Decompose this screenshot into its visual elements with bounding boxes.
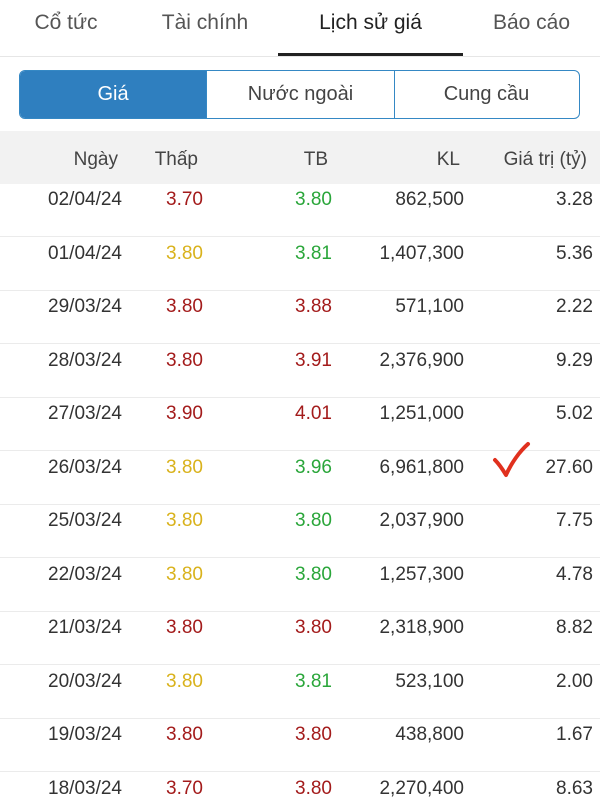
cell-low: 3.80 — [166, 456, 203, 478]
cell-date: 27/03/24 — [48, 403, 122, 424]
table-row[interactable]: 02/04/24 3.70 3.80 862,500 3.28 — [0, 184, 600, 237]
header-avg: TB — [303, 149, 328, 170]
cell-low: 3.80 — [166, 617, 203, 638]
header-value: Giá trị (tỷ) — [503, 149, 587, 170]
cell-avg: 3.81 — [295, 242, 332, 264]
cell-low: 3.90 — [166, 403, 203, 424]
segment-nuoc-ngoai[interactable]: Nước ngoài — [206, 71, 394, 118]
table-row[interactable]: 27/03/24 3.90 4.01 1,251,000 5.02 — [0, 398, 600, 451]
cell-volume: 2,270,400 — [379, 777, 464, 799]
table-row[interactable]: 01/04/24 3.80 3.81 1,407,300 5.36 — [0, 237, 600, 291]
table-row[interactable]: 21/03/24 3.80 3.80 2,318,900 8.82 — [0, 612, 600, 665]
tab-bao-cao[interactable]: Báo cáo — [492, 11, 571, 34]
cell-avg: 3.96 — [295, 456, 332, 478]
table-row[interactable]: 20/03/24 3.80 3.81 523,100 2.00 — [0, 665, 600, 719]
cell-value: 2.22 — [556, 296, 593, 317]
cell-date: 02/04/24 — [48, 189, 122, 210]
cell-volume: 438,800 — [395, 724, 464, 745]
cell-value: 5.02 — [556, 403, 593, 424]
header-volume: KL — [436, 149, 460, 170]
cell-date: 22/03/24 — [48, 563, 122, 585]
table-row[interactable]: 25/03/24 3.80 3.80 2,037,900 7.75 — [0, 505, 600, 558]
cell-volume: 2,318,900 — [379, 617, 464, 638]
cell-value: 5.36 — [556, 242, 593, 264]
segment-gia[interactable]: Giá — [20, 71, 206, 118]
cell-low: 3.70 — [166, 189, 203, 210]
cell-low: 3.80 — [166, 724, 203, 745]
table-row[interactable]: 19/03/24 3.80 3.80 438,800 1.67 — [0, 719, 600, 772]
cell-avg: 3.81 — [295, 670, 332, 692]
cell-value: 8.82 — [556, 617, 593, 638]
cell-avg: 3.80 — [295, 724, 332, 745]
cell-volume: 1,407,300 — [379, 242, 464, 264]
cell-avg: 3.88 — [295, 296, 332, 317]
cell-value: 8.63 — [556, 777, 593, 799]
cell-date: 18/03/24 — [48, 777, 122, 799]
cell-avg: 3.91 — [295, 349, 332, 371]
cell-volume: 2,037,900 — [379, 510, 464, 531]
cell-volume: 523,100 — [395, 670, 464, 692]
cell-date: 01/04/24 — [48, 242, 122, 264]
cell-volume: 1,257,300 — [379, 563, 464, 585]
cell-value: 1.67 — [556, 724, 593, 745]
cell-low: 3.80 — [166, 242, 203, 264]
price-history-table: Ngày Thấp TB KL Giá trị (tỷ) 02/04/24 3.7… — [0, 131, 600, 800]
cell-low: 3.80 — [166, 670, 203, 692]
cell-avg: 4.01 — [295, 403, 332, 424]
cell-volume: 571,100 — [395, 296, 464, 317]
cell-date: 26/03/24 — [48, 456, 122, 478]
cell-date: 25/03/24 — [48, 510, 122, 531]
cell-date: 28/03/24 — [48, 349, 122, 371]
table-row[interactable]: 29/03/24 3.80 3.88 571,100 2.22 — [0, 291, 600, 344]
cell-low: 3.80 — [166, 563, 203, 585]
cell-date: 21/03/24 — [48, 617, 122, 638]
header-low: Thấp — [154, 149, 198, 170]
cell-low: 3.80 — [166, 510, 203, 531]
cell-avg: 3.80 — [295, 510, 332, 531]
cell-volume: 1,251,000 — [379, 403, 464, 424]
cell-volume: 6,961,800 — [379, 456, 464, 478]
cell-value: 2.00 — [556, 670, 593, 692]
active-tab-indicator — [278, 53, 463, 56]
cell-low: 3.70 — [166, 777, 203, 799]
cell-date: 20/03/24 — [48, 670, 122, 692]
cell-value: 27.60 — [545, 456, 593, 478]
cell-low: 3.80 — [166, 349, 203, 371]
checkmark-icon — [493, 442, 530, 477]
cell-avg: 3.80 — [295, 777, 332, 799]
tab-tai-chinh[interactable]: Tài chính — [161, 11, 249, 34]
table-header: Ngày Thấp TB KL Giá trị (tỷ) — [0, 131, 600, 186]
cell-avg: 3.80 — [295, 617, 332, 638]
cell-low: 3.80 — [166, 296, 203, 317]
table-row[interactable]: 28/03/24 3.80 3.91 2,376,900 9.29 — [0, 344, 600, 398]
cell-volume: 862,500 — [395, 189, 464, 210]
header-date: Ngày — [73, 149, 118, 170]
cell-avg: 3.80 — [295, 189, 332, 210]
cell-value: 4.78 — [556, 563, 593, 585]
segmented-control: Giá Nước ngoài Cung cầu — [19, 70, 580, 119]
cell-avg: 3.80 — [295, 563, 332, 585]
cell-value: 9.29 — [556, 349, 593, 371]
table-row[interactable]: 26/03/24 3.80 3.96 6,961,800 27.60 — [0, 451, 600, 505]
cell-volume: 2,376,900 — [379, 349, 464, 371]
table-row[interactable]: 22/03/24 3.80 3.80 1,257,300 4.78 — [0, 558, 600, 612]
segment-cung-cau[interactable]: Cung cầu — [394, 71, 578, 118]
table-row[interactable]: 18/03/24 3.70 3.80 2,270,400 8.63 — [0, 772, 600, 800]
top-tab-bar: Cổ tức Tài chính Lịch sử giá Báo cáo — [0, 0, 600, 57]
cell-value: 3.28 — [556, 189, 593, 210]
cell-date: 19/03/24 — [48, 724, 122, 745]
tab-co-tuc[interactable]: Cổ tức — [34, 11, 98, 34]
cell-date: 29/03/24 — [48, 296, 122, 317]
tab-lich-su-gia[interactable]: Lịch sử giá — [319, 11, 422, 34]
cell-value: 7.75 — [556, 510, 593, 531]
